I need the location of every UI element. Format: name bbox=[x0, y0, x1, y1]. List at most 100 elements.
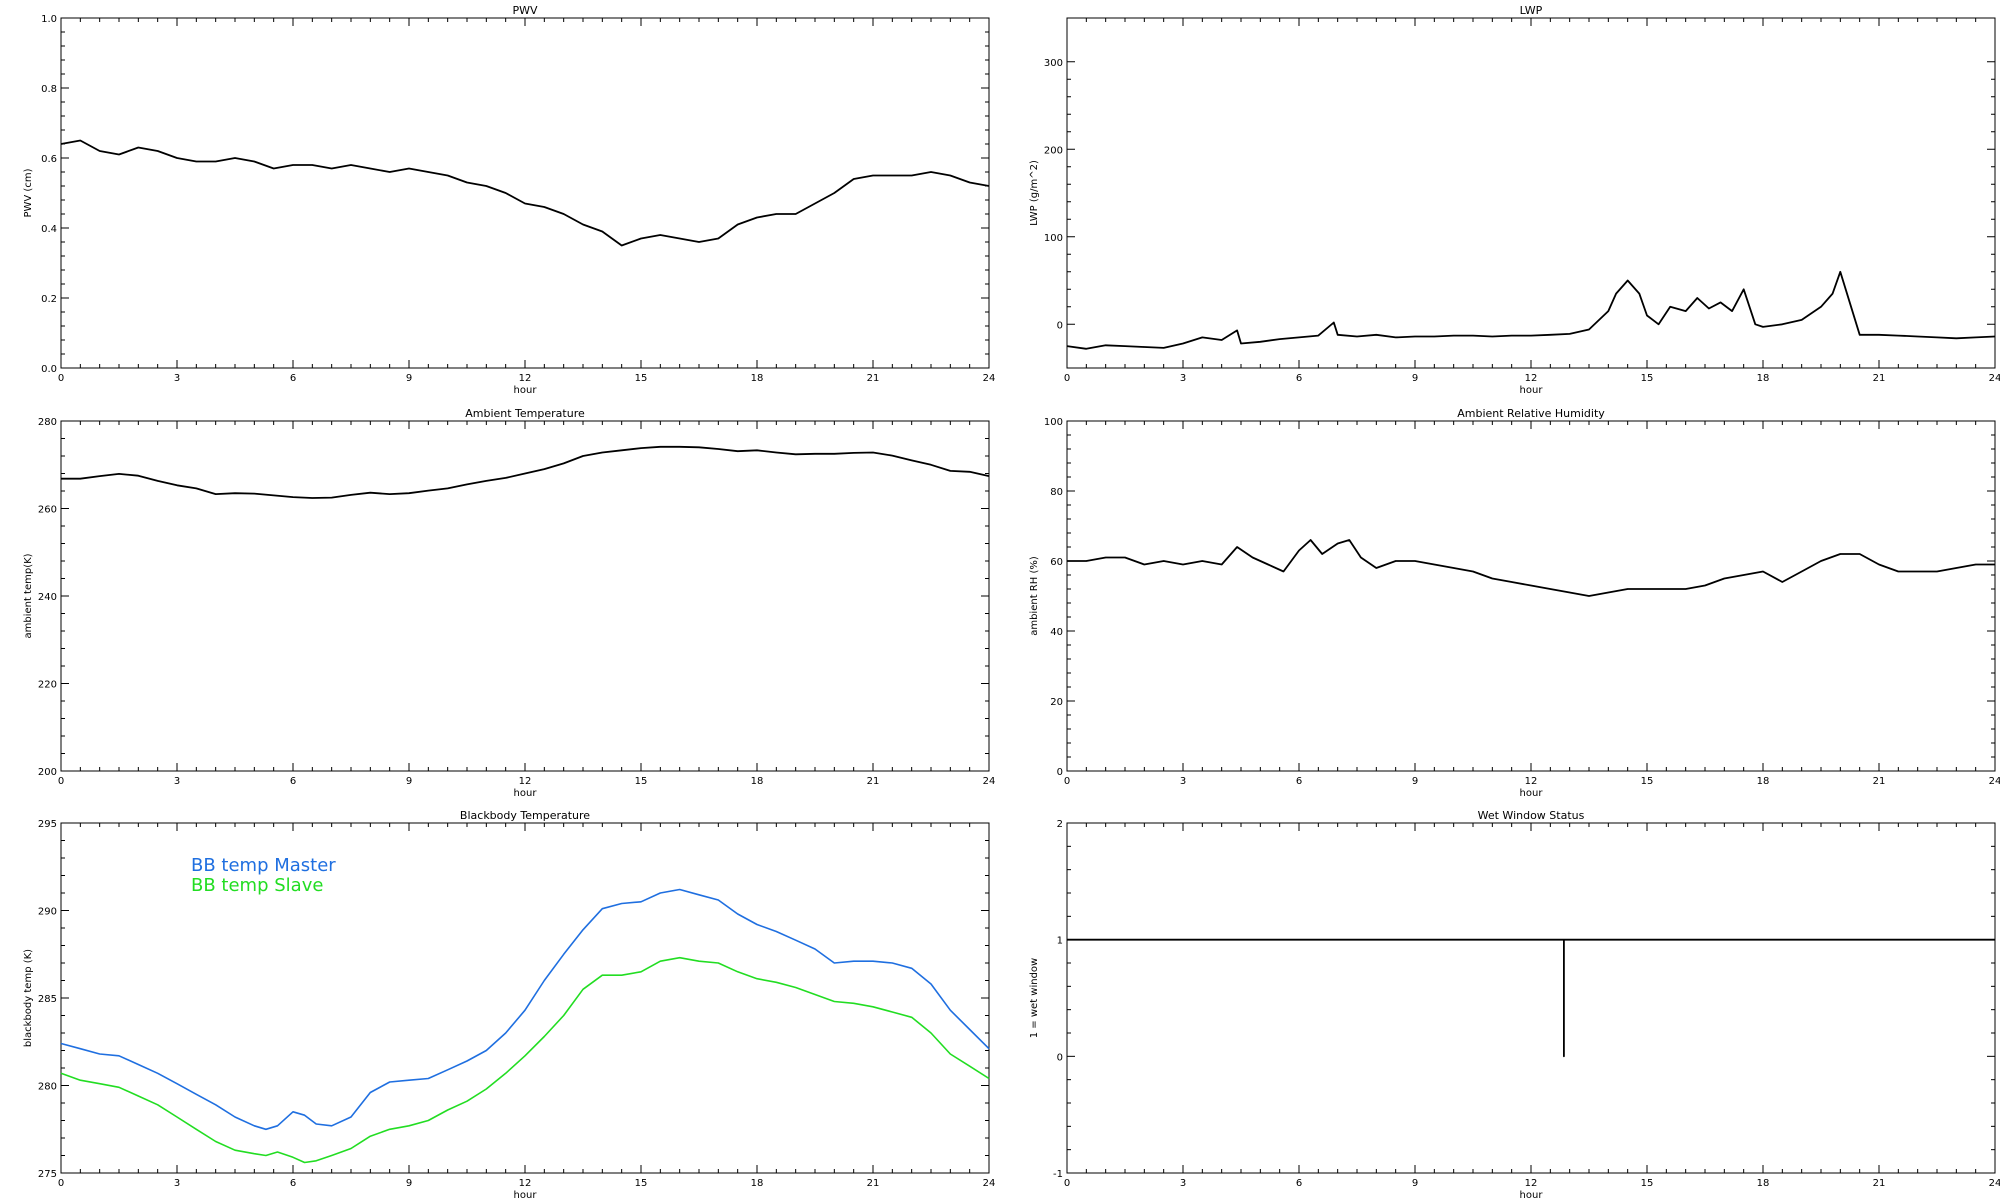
x-tick-label: 15 bbox=[1641, 776, 1654, 787]
x-tick-label: 21 bbox=[867, 1178, 880, 1189]
y-tick-label: 100 bbox=[1044, 233, 1063, 244]
x-tick-label: 3 bbox=[174, 1178, 180, 1189]
legend-entry-1: BB temp Master bbox=[191, 855, 336, 876]
y-tick-label: 200 bbox=[1044, 145, 1063, 156]
x-tick-label: 21 bbox=[1873, 373, 1886, 384]
x-tick-label: 15 bbox=[635, 1178, 648, 1189]
x-tick-label: 24 bbox=[983, 373, 996, 384]
x-tick-label: 24 bbox=[983, 776, 996, 787]
x-tick-label: 9 bbox=[1412, 776, 1418, 787]
x-tick-label: 9 bbox=[1412, 1178, 1418, 1189]
y-axis-label: LWP (g/m^2) bbox=[1029, 160, 1040, 226]
plot-frame bbox=[1066, 822, 1996, 1174]
series-line-1 bbox=[1067, 938, 1995, 1058]
x-tick-label: 24 bbox=[983, 1178, 996, 1189]
y-tick-label: 280 bbox=[38, 417, 57, 428]
y-tick-label: 0.2 bbox=[41, 294, 57, 305]
x-tick-label: 24 bbox=[1989, 373, 2000, 384]
x-tick-label: 15 bbox=[1641, 1178, 1654, 1189]
y-tick-label: 200 bbox=[38, 767, 57, 778]
y-tick-label: 1.0 bbox=[41, 14, 57, 25]
chart-panel-2: LWP 0 3 6 9 12 15 18 21 24 0 100 200 300 hour LWP (g/m^… bbox=[1029, 4, 2000, 396]
y-tick-label: -1 bbox=[1053, 1169, 1063, 1180]
x-tick-label: 21 bbox=[1873, 776, 1886, 787]
y-tick-label: 290 bbox=[38, 907, 57, 918]
y-axis-label: PWV (cm) bbox=[23, 168, 34, 217]
x-tick-label: 3 bbox=[1180, 776, 1186, 787]
x-tick-label: 0 bbox=[1064, 373, 1070, 384]
x-tick-label: 3 bbox=[1180, 1178, 1186, 1189]
x-tick-label: 24 bbox=[1989, 1178, 2000, 1189]
x-axis-label: hour bbox=[1520, 788, 1544, 799]
y-tick-label: 0 bbox=[1057, 1052, 1063, 1063]
x-tick-label: 12 bbox=[1525, 1178, 1538, 1189]
x-tick-label: 3 bbox=[174, 373, 180, 384]
y-tick-label: 240 bbox=[38, 592, 57, 603]
x-tick-label: 12 bbox=[519, 776, 532, 787]
y-tick-label: 220 bbox=[38, 680, 57, 691]
x-tick-label: 6 bbox=[1296, 776, 1302, 787]
plot-frame bbox=[60, 17, 990, 369]
chart-title: Ambient Relative Humidity bbox=[1457, 407, 1605, 420]
y-tick-label: 0.6 bbox=[41, 154, 57, 165]
x-tick-label: 21 bbox=[867, 373, 880, 384]
x-tick-label: 6 bbox=[1296, 373, 1302, 384]
x-tick-label: 18 bbox=[751, 373, 764, 384]
x-tick-label: 18 bbox=[751, 776, 764, 787]
y-tick-label: 100 bbox=[1044, 417, 1063, 428]
x-tick-label: 3 bbox=[1180, 373, 1186, 384]
x-tick-label: 0 bbox=[1064, 776, 1070, 787]
x-tick-label: 0 bbox=[58, 1178, 64, 1189]
y-tick-label: 0.4 bbox=[41, 224, 57, 235]
chart-title: Ambient Temperature bbox=[465, 407, 585, 420]
series-line-1 bbox=[60, 139, 990, 247]
y-tick-label: 2 bbox=[1057, 819, 1063, 830]
series-line-1 bbox=[1067, 539, 1995, 597]
plot-frame bbox=[1066, 17, 1996, 369]
y-tick-label: 60 bbox=[1050, 557, 1063, 568]
x-tick-label: 9 bbox=[406, 776, 412, 787]
x-tick-label: 12 bbox=[1525, 776, 1538, 787]
x-tick-label: 18 bbox=[1757, 776, 1770, 787]
x-tick-label: 12 bbox=[519, 373, 532, 384]
series-line-2 bbox=[60, 956, 990, 1164]
x-tick-label: 6 bbox=[290, 373, 296, 384]
y-tick-label: 295 bbox=[38, 819, 57, 830]
y-tick-label: 280 bbox=[38, 1082, 57, 1093]
x-tick-label: 15 bbox=[635, 776, 648, 787]
x-tick-label: 9 bbox=[1412, 373, 1418, 384]
chart-title: LWP bbox=[1520, 4, 1543, 17]
x-tick-label: 6 bbox=[1296, 1178, 1302, 1189]
y-tick-label: 40 bbox=[1050, 627, 1063, 638]
x-tick-label: 9 bbox=[406, 373, 412, 384]
x-tick-label: 6 bbox=[290, 1178, 296, 1189]
x-tick-label: 9 bbox=[406, 1178, 412, 1189]
y-axis-label: ambient temp(K) bbox=[23, 553, 34, 638]
y-tick-label: 260 bbox=[38, 505, 57, 516]
series-line-1 bbox=[61, 445, 990, 499]
y-axis-label: blackbody temp (K) bbox=[23, 949, 34, 1047]
x-tick-label: 21 bbox=[1873, 1178, 1886, 1189]
x-tick-label: 18 bbox=[1757, 373, 1770, 384]
y-tick-label: 300 bbox=[1044, 58, 1063, 69]
x-tick-label: 0 bbox=[58, 373, 64, 384]
chart-title: Wet Window Status bbox=[1478, 809, 1585, 822]
x-tick-label: 0 bbox=[58, 776, 64, 787]
x-axis-label: hour bbox=[1520, 385, 1544, 396]
x-tick-label: 0 bbox=[1064, 1178, 1070, 1189]
x-tick-label: 3 bbox=[174, 776, 180, 787]
y-tick-label: 0 bbox=[1057, 320, 1063, 331]
y-axis-label: ambient RH (%) bbox=[1029, 556, 1040, 636]
y-tick-label: 1 bbox=[1057, 936, 1063, 947]
chart-title: PWV bbox=[512, 4, 538, 17]
x-tick-label: 15 bbox=[1641, 373, 1654, 384]
x-tick-label: 12 bbox=[1525, 373, 1538, 384]
y-tick-label: 0 bbox=[1057, 767, 1063, 778]
chart-panel-3: Ambient Temperature 0 3 6 9 12 15 18 21 24 200 220 2… bbox=[23, 407, 995, 799]
x-axis-label: hour bbox=[514, 385, 538, 396]
x-axis-label: hour bbox=[514, 788, 538, 799]
x-tick-label: 12 bbox=[519, 1178, 532, 1189]
y-tick-label: 80 bbox=[1050, 487, 1063, 498]
x-tick-label: 15 bbox=[635, 373, 648, 384]
